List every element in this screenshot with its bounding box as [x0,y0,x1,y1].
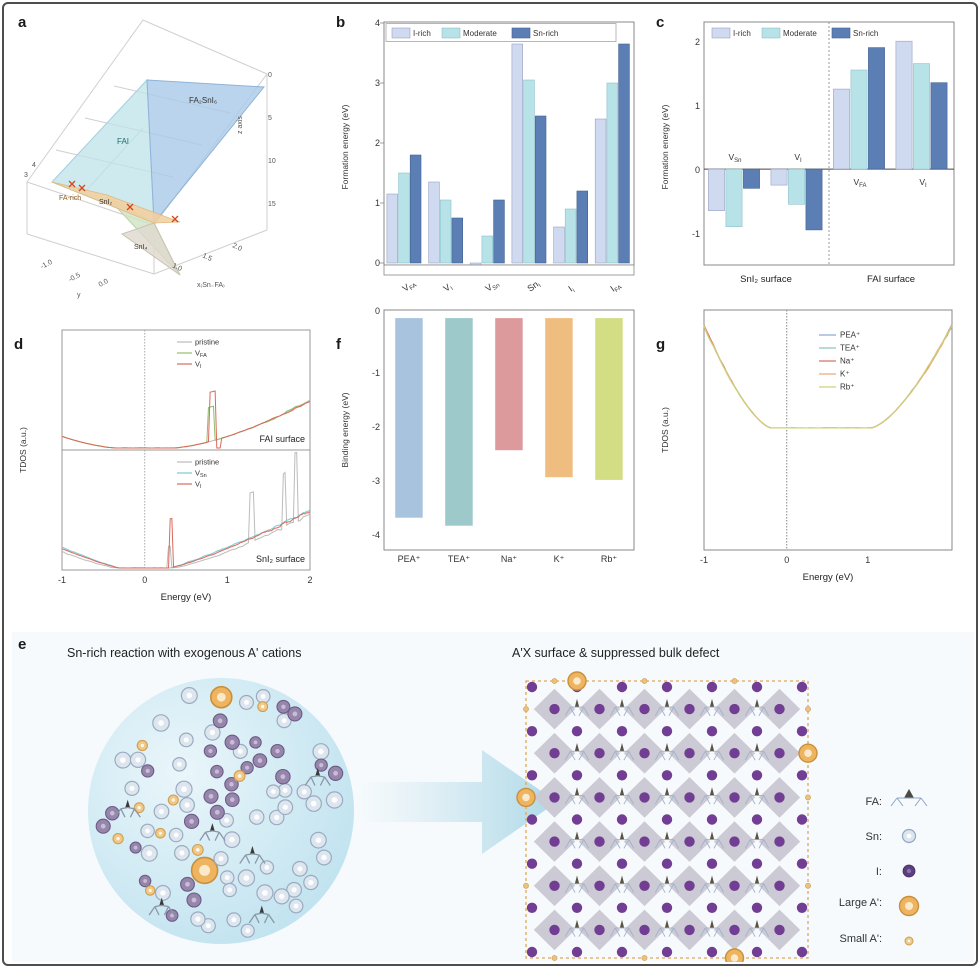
svg-text:Energy (eV): Energy (eV) [803,572,854,583]
svg-text:Moderate: Moderate [783,29,817,38]
svg-text:SnI₂: SnI₂ [99,199,113,206]
svg-text:-1: -1 [700,555,708,565]
svg-text:0: 0 [142,575,147,585]
svg-text:Ii: Ii [566,283,576,295]
svg-text:y: y [77,292,81,299]
svg-text:0: 0 [784,555,789,565]
svg-text:2.0: 2.0 [231,242,243,253]
svg-text:Na⁺: Na⁺ [501,554,518,564]
svg-text:Formation energy (eV): Formation energy (eV) [340,104,350,189]
svg-text:1: 1 [695,101,700,111]
svg-text:15: 15 [268,201,276,208]
svg-text:0: 0 [268,72,272,79]
svg-text:SnI₂ surface: SnI₂ surface [740,274,792,285]
svg-text:K⁺: K⁺ [554,554,565,564]
svg-text:z axis: z axis [237,116,244,134]
svg-text:-2: -2 [372,422,380,432]
svg-text:Rb⁺: Rb⁺ [840,383,854,392]
svg-text:1: 1 [865,555,870,565]
svg-text:FA:: FA: [865,796,882,808]
svg-text:Sn:: Sn: [865,831,882,843]
svg-text:SnI: SnI [525,278,543,295]
svg-text:Sn-rich: Sn-rich [533,29,558,38]
svg-text:Small A':: Small A': [840,933,882,945]
svg-text:I:: I: [876,866,882,878]
svg-text:1: 1 [375,198,380,208]
svg-text:IFA: IFA [608,280,623,295]
svg-text:0: 0 [375,258,380,268]
svg-text:FAI surface: FAI surface [259,434,305,444]
svg-text:10: 10 [268,158,276,165]
svg-text:FAI: FAI [117,137,129,146]
svg-text:Rb⁺: Rb⁺ [601,554,618,564]
svg-text:-3: -3 [372,476,380,486]
svg-text:Large A':: Large A': [839,897,882,909]
svg-text:1.5: 1.5 [201,252,213,263]
svg-text:SnI₂ surface: SnI₂ surface [256,554,305,564]
svg-text:0: 0 [375,306,380,316]
svg-text:2: 2 [375,138,380,148]
svg-text:Energy (eV): Energy (eV) [161,592,212,603]
svg-text:x₍Sn₋FA₎: x₍Sn₋FA₎ [197,282,225,289]
svg-text:TDOS (a.u.): TDOS (a.u.) [18,427,28,473]
svg-text:Binding energy (eV): Binding energy (eV) [340,392,350,467]
svg-text:-1: -1 [372,368,380,378]
svg-text:TDOS (a.u.): TDOS (a.u.) [660,407,670,453]
svg-text:I-rich: I-rich [413,29,431,38]
svg-text:VFA: VFA [400,278,418,295]
svg-text:PEA⁺: PEA⁺ [840,331,860,340]
svg-text:0: 0 [695,165,700,175]
svg-text:-1: -1 [692,229,700,239]
svg-text:4: 4 [32,162,36,169]
svg-text:Formation energy (eV): Formation energy (eV) [660,104,670,189]
svg-text:3: 3 [24,172,28,179]
svg-text:TEA⁺: TEA⁺ [840,344,860,353]
svg-text:VI: VI [441,281,454,295]
svg-text:1.0: 1.0 [171,262,183,273]
svg-text:PEA⁺: PEA⁺ [398,554,421,564]
svg-text:Moderate: Moderate [463,29,497,38]
svg-text:Na⁺: Na⁺ [840,357,854,366]
svg-text:5: 5 [268,115,272,122]
svg-text:I-rich: I-rich [733,29,751,38]
svg-text:4: 4 [375,18,380,28]
svg-text:-1: -1 [58,575,66,585]
svg-text:-0.5: -0.5 [68,272,82,284]
svg-text:FA₂SnI₆: FA₂SnI₆ [189,96,217,105]
svg-text:pristine: pristine [195,338,219,347]
svg-text:K⁺: K⁺ [840,370,850,379]
svg-text:0.0: 0.0 [98,278,110,289]
svg-text:TEA⁺: TEA⁺ [448,554,471,564]
svg-text:2: 2 [695,37,700,47]
svg-text:SnI₄: SnI₄ [134,244,148,251]
svg-text:2: 2 [307,575,312,585]
svg-text:pristine: pristine [195,458,219,467]
svg-text:VSn: VSn [483,278,501,295]
svg-text:1: 1 [225,575,230,585]
svg-text:FA-rich: FA-rich [59,195,81,202]
svg-text:3: 3 [375,78,380,88]
svg-text:-4: -4 [372,530,380,540]
svg-text:Sn-rich: Sn-rich [853,29,878,38]
svg-text:-1.0: -1.0 [40,259,54,271]
svg-text:FAI surface: FAI surface [867,274,915,285]
